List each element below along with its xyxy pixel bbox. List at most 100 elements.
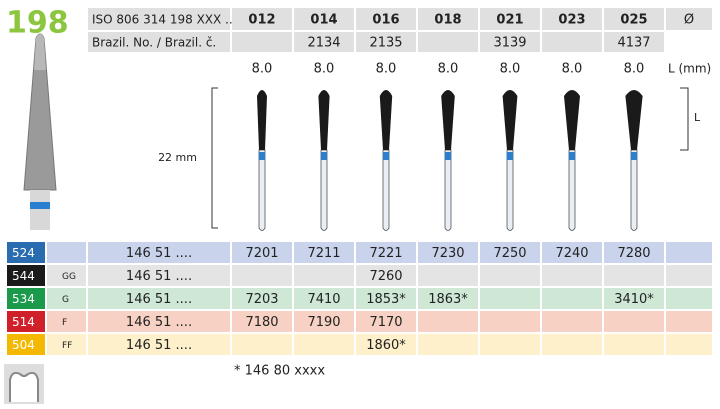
article-number: 3410*: [614, 292, 654, 307]
row-grit: GG: [62, 272, 76, 282]
row-cell: [418, 288, 478, 309]
row-ref: 146 51 ....: [126, 246, 192, 261]
row-ref: 146 51 ....: [126, 315, 192, 330]
row-cell: [356, 334, 416, 355]
row-cell: [604, 288, 664, 309]
length-value: 8.0: [562, 62, 583, 77]
row-ref: 146 51 ....: [126, 292, 192, 307]
bur-image: [257, 90, 267, 231]
row-cell: [542, 265, 602, 286]
article-number: 7203: [245, 292, 278, 307]
row-cell: [666, 311, 712, 332]
row-cell: [604, 242, 664, 263]
total-length: 22 mm: [158, 151, 197, 164]
article-number: 7250: [493, 246, 526, 261]
brazil-number: 3139: [493, 36, 526, 51]
row-badge: [7, 311, 45, 332]
row-badge: [7, 334, 45, 355]
length-value: 8.0: [624, 62, 645, 77]
row-cell: [418, 242, 478, 263]
row-cell: [666, 242, 712, 263]
tooth-icon: [4, 364, 44, 404]
row-cell: [88, 242, 230, 263]
row-cell: [294, 288, 354, 309]
row-cell: [232, 242, 292, 263]
header-cell: [418, 8, 478, 30]
article-number: 7240: [555, 246, 588, 261]
article-number: 7280: [617, 246, 650, 261]
row-cell: [47, 311, 86, 332]
row-ref: 146 51 ....: [126, 269, 192, 284]
brazil-number: 2135: [369, 36, 402, 51]
row-cell: [480, 265, 540, 286]
header-cell: [294, 32, 354, 52]
bur-image: [441, 90, 455, 231]
header-cell: [232, 32, 292, 52]
size-label: 012: [248, 13, 275, 28]
row-cell: [232, 288, 292, 309]
row-grit: FF: [62, 341, 72, 351]
row-badge: [7, 265, 45, 286]
row-cell: [47, 288, 86, 309]
length-value: 8.0: [252, 62, 273, 77]
article-number: 7230: [431, 246, 464, 261]
row-cell: [542, 242, 602, 263]
row-cell: [480, 288, 540, 309]
row-cell: [604, 311, 664, 332]
size-label: 023: [558, 13, 585, 28]
length-value: 8.0: [438, 62, 459, 77]
article-number: 7260: [369, 269, 402, 284]
row-cell: [666, 265, 712, 286]
row-ref: 146 51 ....: [126, 338, 192, 353]
length-value: 8.0: [500, 62, 521, 77]
header-cell: [480, 32, 540, 52]
size-label: 021: [496, 13, 523, 28]
row-cell: [542, 311, 602, 332]
length-value: 8.0: [314, 62, 335, 77]
row-cell: [666, 334, 712, 355]
row-grit: G: [62, 295, 69, 305]
row-cell: [47, 265, 86, 286]
brazil-number: 2134: [307, 36, 340, 51]
row-cell: [418, 334, 478, 355]
header-cell: [480, 8, 540, 30]
row-cell: [604, 265, 664, 286]
article-number: 7221: [369, 246, 402, 261]
bur-image: [564, 90, 580, 231]
row-cell: [47, 334, 86, 355]
footnote: * 146 80 xxxx: [234, 364, 325, 379]
row-code: 524: [12, 246, 35, 260]
product-title: 198: [6, 6, 69, 41]
header-cell: [294, 8, 354, 30]
dimension-lines: [211, 87, 689, 229]
iso-label: ISO 806 314 198 XXX ...: [92, 13, 237, 27]
bur-illustration: [23, 33, 57, 230]
row-cell: [294, 311, 354, 332]
row-cell: [418, 311, 478, 332]
article-number: 1863*: [428, 292, 468, 307]
row-cell: [294, 242, 354, 263]
row-cell: [480, 311, 540, 332]
header-cell: [542, 8, 602, 30]
header-cell: [88, 32, 230, 52]
brazil-label: Brazil. No. / Brazil. č.: [92, 36, 216, 50]
bur-image: [502, 90, 518, 231]
row-cell: [232, 265, 292, 286]
row-code: 534: [12, 292, 35, 306]
length-value: 8.0: [376, 62, 397, 77]
header-cell: [604, 8, 664, 30]
article-number: 7170: [369, 315, 402, 330]
row-cell: [232, 334, 292, 355]
row-code: 544: [12, 269, 35, 283]
bur-image: [318, 90, 330, 231]
header-cell: [356, 8, 416, 30]
row-code: 514: [12, 315, 35, 329]
article-number: 7211: [307, 246, 340, 261]
row-cell: [88, 265, 230, 286]
size-label: 014: [310, 13, 337, 28]
row-cell: [356, 288, 416, 309]
row-cell: [542, 334, 602, 355]
row-cell: [294, 334, 354, 355]
